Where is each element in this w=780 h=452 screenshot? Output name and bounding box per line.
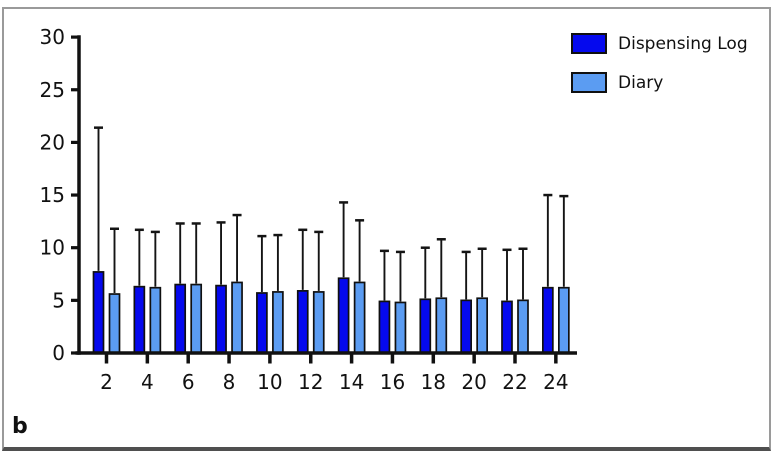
panel-label: b xyxy=(12,414,28,439)
bar-diary xyxy=(312,291,325,354)
diary-swatch-icon xyxy=(571,72,607,93)
bar-dispensing-log xyxy=(133,285,146,354)
x-tick-label: 10 xyxy=(257,370,282,394)
bar-diary xyxy=(435,297,448,354)
y-tick-label: 20 xyxy=(40,130,65,154)
bar-dispensing-log xyxy=(337,277,350,354)
x-tick-label: 2 xyxy=(100,370,113,394)
bar-diary xyxy=(190,283,203,354)
y-tick-label: 30 xyxy=(40,25,65,49)
bar-dispensing-log xyxy=(174,283,187,354)
bar-diary xyxy=(149,286,162,354)
bar-diary xyxy=(231,281,243,354)
bar-diary xyxy=(108,293,121,354)
bar-dispensing-log xyxy=(215,284,227,354)
bar-dispensing-log xyxy=(501,300,513,354)
x-tick-label: 18 xyxy=(421,370,446,394)
legend-label: Dispensing Log xyxy=(618,33,748,54)
x-tick-label: 22 xyxy=(502,370,527,394)
bar-diary xyxy=(557,286,570,354)
bar-diary xyxy=(476,297,488,354)
x-tick-label: 14 xyxy=(339,370,364,394)
bar-dispensing-log xyxy=(92,271,105,354)
x-tick-label: 4 xyxy=(141,370,154,394)
y-tick-label: 15 xyxy=(40,183,65,207)
bar-dispensing-log xyxy=(460,299,472,354)
y-tick-label: 0 xyxy=(52,341,65,365)
legend-item-dispensing-log: Dispensing Log xyxy=(571,33,748,54)
bar-dispensing-log xyxy=(378,300,391,354)
bar-diary xyxy=(394,301,407,354)
bar-dispensing-log xyxy=(419,298,432,354)
x-tick-label: 8 xyxy=(223,370,236,394)
bar-dispensing-log xyxy=(296,290,309,354)
x-tick-label: 20 xyxy=(461,370,486,394)
legend-item-diary: Diary xyxy=(571,72,748,93)
x-tick-label: 16 xyxy=(380,370,405,394)
bar-diary xyxy=(517,299,529,354)
bar-dispensing-log xyxy=(256,292,268,354)
y-tick-label: 25 xyxy=(40,78,65,102)
legend-label: Diary xyxy=(618,72,664,93)
y-tick-label: 10 xyxy=(40,236,65,260)
dispensing-log-swatch-icon xyxy=(571,33,607,54)
x-tick-label: 12 xyxy=(298,370,323,394)
bar-dispensing-log xyxy=(541,286,554,354)
x-tick-label: 24 xyxy=(543,370,568,394)
chart-legend: Dispensing Log Diary xyxy=(571,33,748,111)
bar-diary xyxy=(353,281,366,354)
x-tick-label: 6 xyxy=(182,370,195,394)
y-tick-label: 5 xyxy=(52,288,65,312)
bar-diary xyxy=(272,291,284,354)
